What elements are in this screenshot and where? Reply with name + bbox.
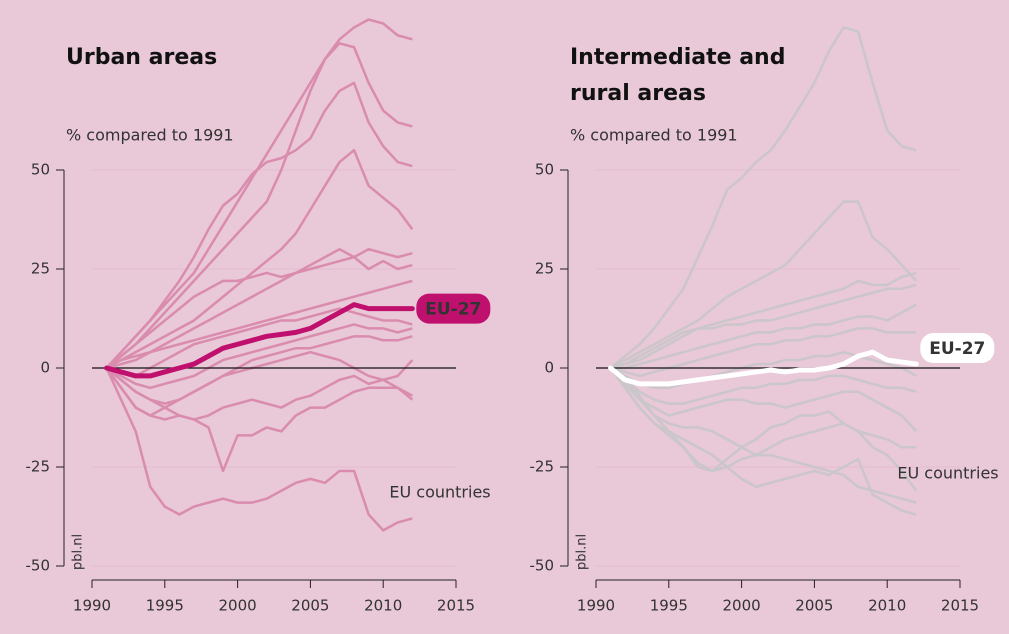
y-tick-label: 25: [535, 260, 554, 278]
series-line: [608, 349, 919, 387]
x-tick-label: 2010: [364, 597, 402, 615]
country-line: [105, 350, 414, 417]
x-tick-label: 2000: [723, 597, 761, 615]
x-tick-label: 1990: [577, 597, 615, 615]
source: pbl.nl: [575, 534, 590, 570]
country-line: [105, 335, 413, 405]
x-tick-label: 2015: [941, 597, 979, 615]
country-line: [105, 42, 413, 369]
x-tick-label: 1990: [73, 597, 111, 615]
country-line: [105, 367, 414, 421]
series-label: EU-27: [425, 300, 481, 320]
country-line: [105, 81, 413, 369]
country-line: [105, 148, 414, 370]
country-line: [609, 367, 918, 433]
country-line: [105, 323, 413, 390]
subtitle: % compared to 1991: [66, 126, 234, 145]
x-tick-label: 1995: [650, 597, 688, 615]
annotation: EU countries: [897, 464, 998, 483]
y-tick-label: 0: [40, 359, 50, 377]
country-line: [610, 271, 917, 370]
panel-title: Urban areas: [66, 45, 218, 70]
country-line: [105, 367, 413, 532]
x-tick-label: 2005: [795, 597, 833, 615]
country-line: [609, 367, 917, 516]
country-line: [105, 247, 413, 369]
series-label: EU-27: [929, 339, 985, 359]
country-line: [105, 279, 413, 370]
country-line: [610, 303, 917, 370]
country-line: [609, 367, 918, 492]
x-tick-label: 2010: [868, 597, 906, 615]
country-line: [610, 283, 917, 370]
x-tick-label: 2005: [291, 597, 329, 615]
y-tick-label: -25: [530, 458, 555, 476]
y-tick-label: 50: [535, 161, 554, 179]
y-tick-label: 25: [31, 260, 50, 278]
country-line: [609, 200, 918, 370]
country-line: [105, 367, 413, 473]
country-line: [609, 367, 917, 504]
y-tick-label: -25: [26, 458, 51, 476]
subtitle: % compared to 1991: [570, 126, 738, 145]
country-line: [609, 26, 917, 369]
y-tick-label: -50: [26, 557, 51, 575]
country-line: [609, 367, 917, 405]
country-line: [609, 350, 917, 390]
y-tick-label: -50: [530, 557, 555, 575]
y-tick-label: 0: [544, 359, 554, 377]
series-line: [104, 302, 415, 379]
y-tick-label: 50: [31, 161, 50, 179]
series-label-badge: [416, 293, 491, 324]
x-tick-label: 1995: [146, 597, 184, 615]
source: pbl.nl: [71, 534, 86, 570]
x-tick-label: 2015: [437, 597, 475, 615]
country-line: [610, 327, 917, 378]
country-line: [106, 247, 413, 370]
country-line: [609, 367, 917, 473]
panel-title: Intermediate and rural areas: [570, 45, 786, 106]
x-tick-label: 2000: [219, 597, 257, 615]
annotation: EU countries: [389, 483, 490, 502]
country-line: [106, 307, 413, 378]
series-label-badge: [920, 333, 995, 364]
